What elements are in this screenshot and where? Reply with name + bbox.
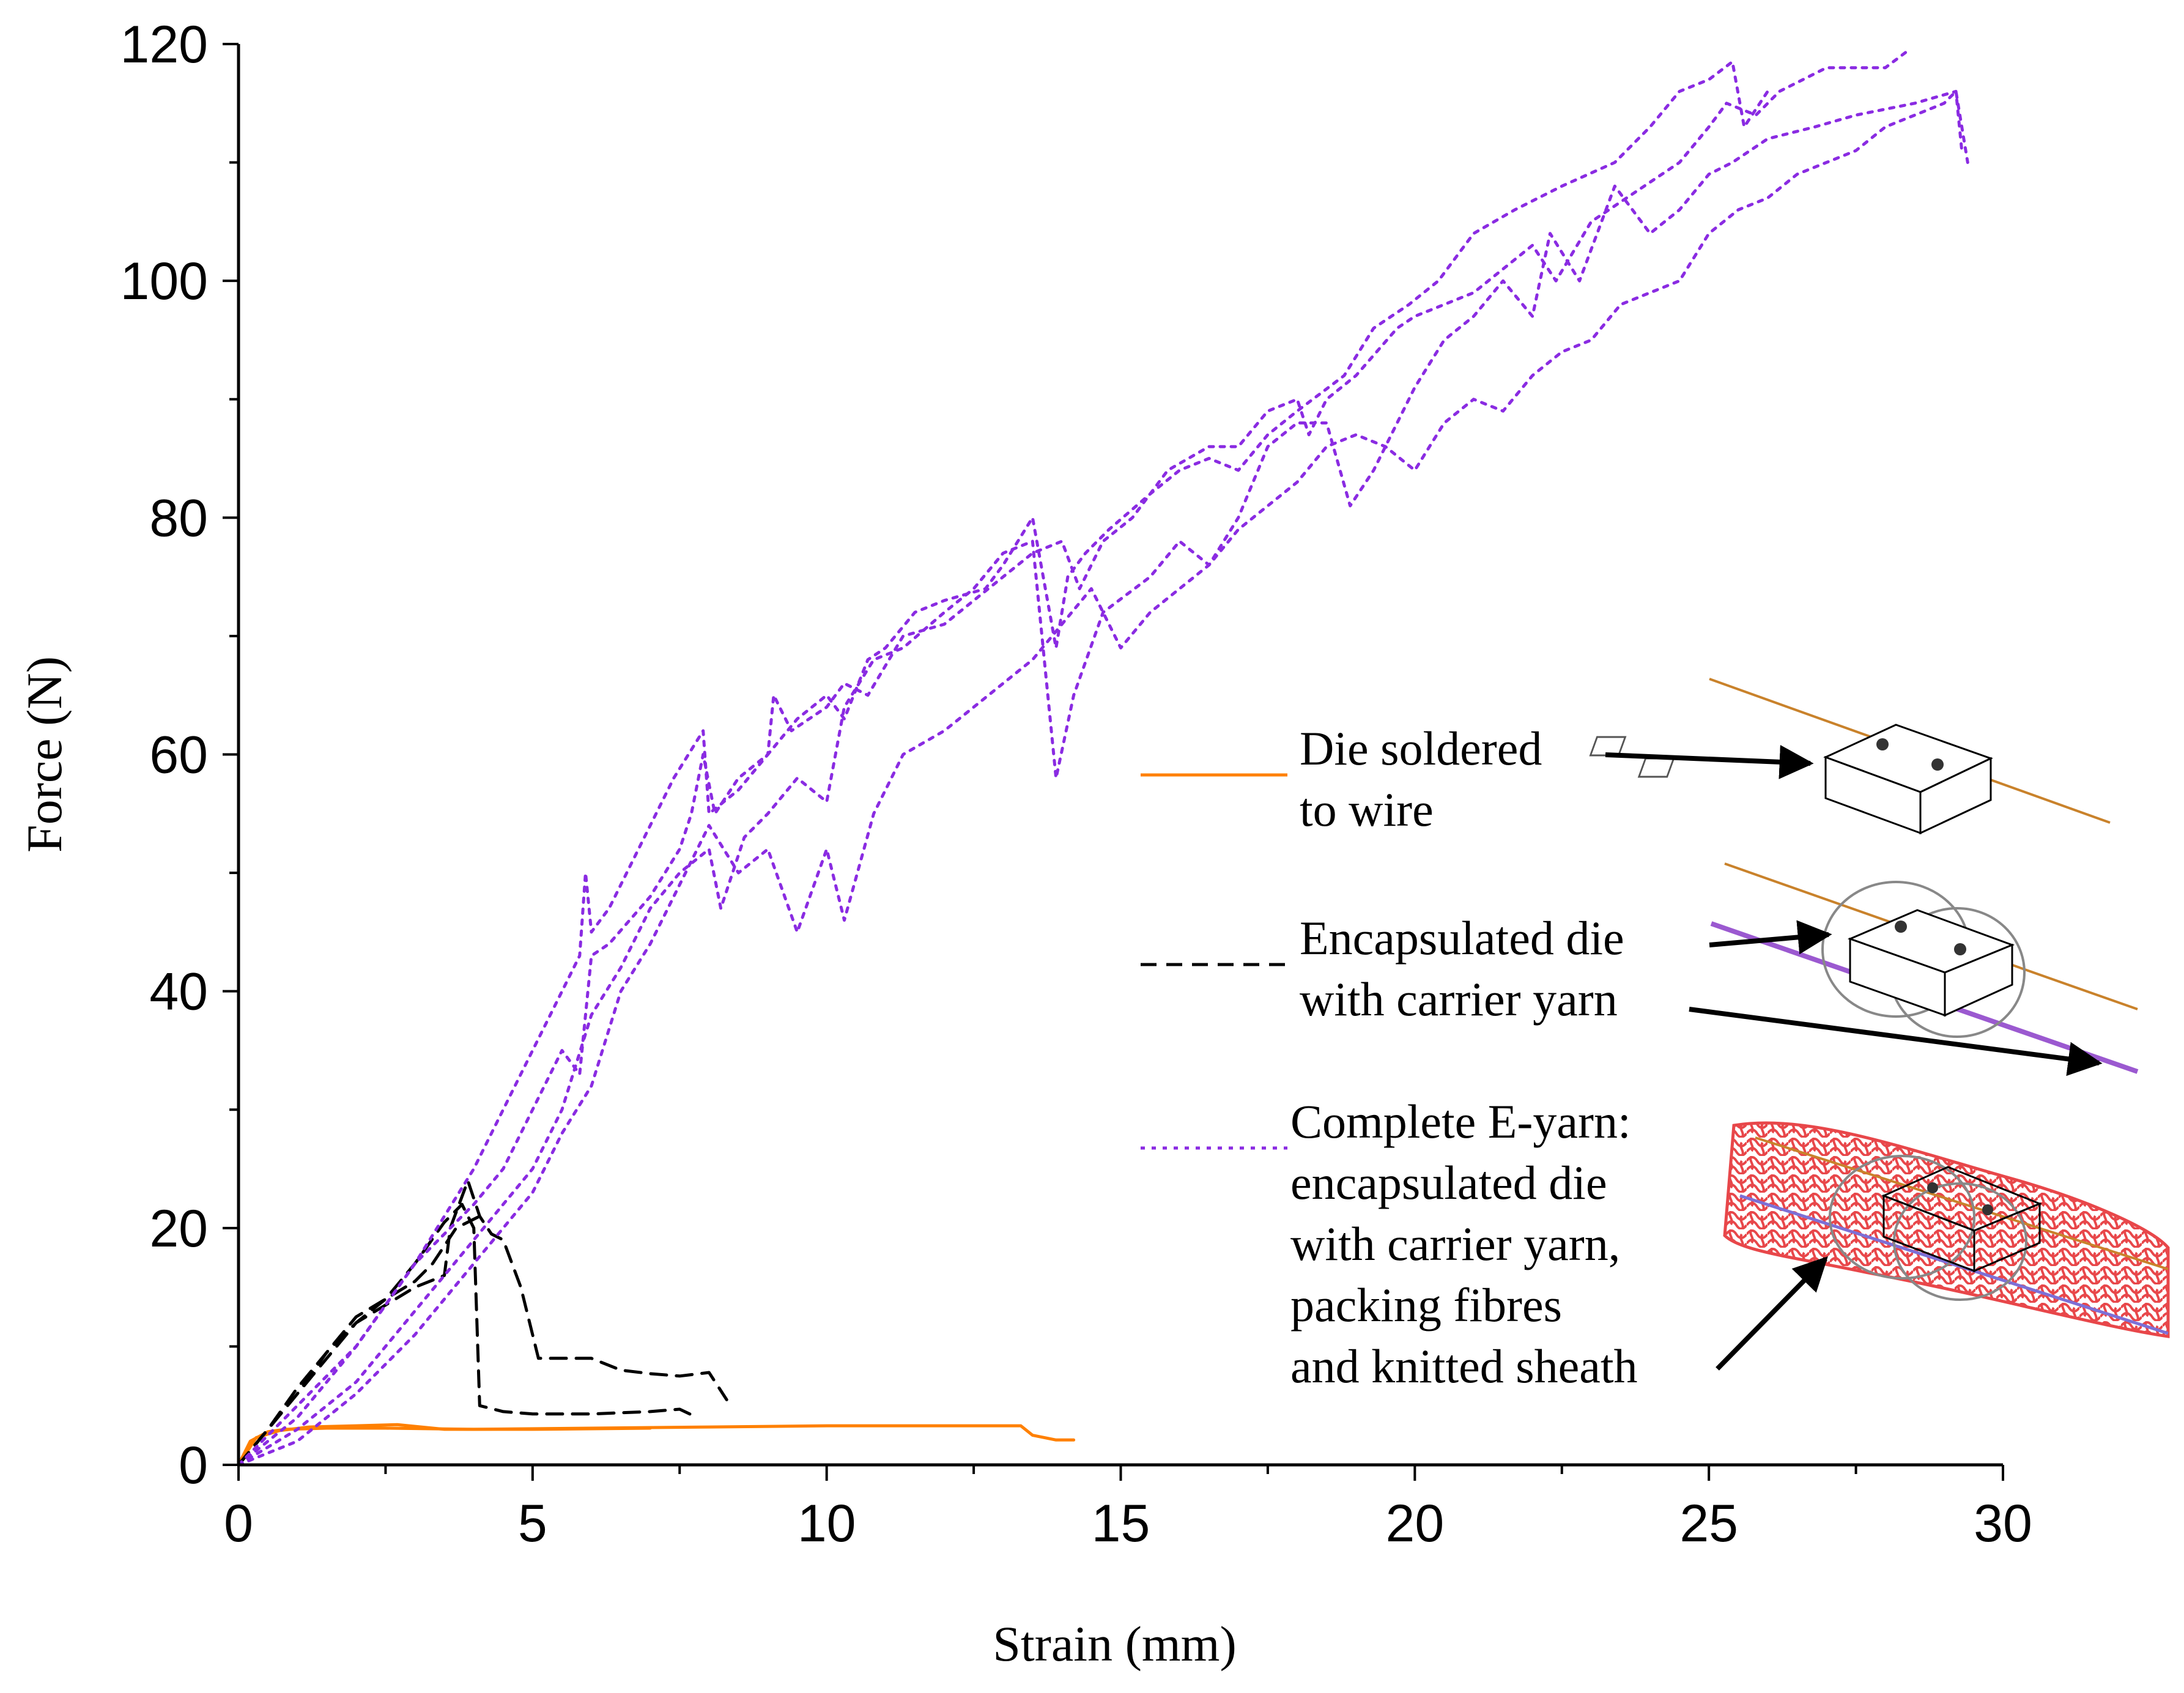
series-1-curve-1 — [237, 1179, 728, 1467]
legend-label-e-yarn-2: encapsulated die — [1290, 1156, 1607, 1209]
legend-entry-encapsulated-die: Encapsulated die with carrier yarn — [1141, 911, 1624, 1026]
legend: Die soldered to wire Encapsulated die wi… — [1141, 722, 1638, 1393]
y-tick-label: 80 — [149, 489, 208, 547]
data-series — [237, 48, 1969, 1467]
legend-entry-complete-e-yarn: Complete E-yarn: encapsulated die with c… — [1141, 1095, 1638, 1393]
legend-entry-die-soldered: Die soldered to wire — [1141, 722, 1542, 836]
axes: 0 5 10 15 20 25 30 0 20 40 60 80 100 120 Strain (mm) Fo… — [17, 15, 2032, 1672]
legend-label-e-yarn-4: packing fibres — [1290, 1278, 1562, 1332]
solder-joint-icon — [1982, 1204, 1993, 1215]
arrow-to-carrier-yarn — [1689, 1007, 2103, 1076]
knitted-sheath — [1723, 1121, 2170, 1338]
arrow-to-e-yarn — [1716, 1256, 1828, 1371]
arrow-to-encapsulated-die — [1709, 920, 1832, 955]
die-side-face — [1919, 757, 1992, 835]
solder-joint-icon — [1931, 758, 1944, 771]
series-2-curve-0 — [237, 48, 1911, 1467]
die-side-face — [1973, 1202, 2041, 1273]
illustration-die-soldered — [1589, 678, 2111, 835]
series-2-curve-2 — [237, 89, 1964, 1467]
x-tick-label: 15 — [1092, 1494, 1150, 1553]
series-0-curve-1 — [237, 1423, 652, 1467]
legend-label-die-soldered-1: Die soldered — [1300, 722, 1542, 775]
y-tick-label: 40 — [149, 963, 208, 1021]
copper-wire — [1755, 1136, 2169, 1270]
series-0-curve-0 — [237, 1424, 1076, 1467]
y-tick-label: 60 — [149, 726, 208, 785]
x-tick-label: 10 — [798, 1494, 856, 1553]
solder-pad-icon — [1637, 757, 1675, 778]
solder-pad-icon — [1589, 736, 1627, 757]
legend-label-encapsulated-die-1: Encapsulated die — [1300, 911, 1624, 965]
y-tick-label: 100 — [120, 252, 209, 311]
x-tick-label: 25 — [1679, 1494, 1738, 1553]
series-2-curve-3 — [237, 89, 1969, 1467]
y-tick-label: 20 — [149, 1199, 208, 1258]
y-tick-label: 0 — [179, 1436, 208, 1495]
x-axis-title: Strain (mm) — [993, 1616, 1237, 1672]
illustration-encapsulated-die — [1710, 862, 2139, 1074]
legend-label-die-soldered-2: to wire — [1300, 783, 1434, 836]
solder-joint-icon — [1876, 738, 1889, 750]
arrow-to-soldered-die — [1605, 744, 1814, 779]
x-tick-label: 30 — [1974, 1494, 2032, 1553]
carrier-yarn — [1739, 1194, 2169, 1335]
solder-joint-icon — [1954, 943, 1966, 955]
x-tick-label: 20 — [1385, 1494, 1444, 1553]
encapsulation-left — [1829, 1155, 1975, 1280]
series-2-curve-1 — [237, 60, 1769, 1467]
legend-label-encapsulated-die-2: with carrier yarn — [1300, 972, 1618, 1026]
series-1-curve-2 — [237, 1215, 481, 1467]
x-tick-label: 0 — [224, 1494, 253, 1553]
illustration-complete-e-yarn — [1723, 1121, 2170, 1338]
die-side-face — [1944, 943, 2013, 1017]
legend-label-e-yarn-5: and knitted sheath — [1290, 1339, 1638, 1393]
solder-joint-icon — [1895, 921, 1907, 933]
legend-label-e-yarn-3: with carrier yarn, — [1290, 1217, 1620, 1270]
x-tick-label: 5 — [518, 1494, 547, 1553]
legend-label-e-yarn-1: Complete E-yarn: — [1290, 1095, 1631, 1148]
y-axis-title: Force (N) — [17, 656, 72, 853]
solder-joint-icon — [1927, 1182, 1938, 1193]
y-tick-label: 120 — [120, 15, 209, 74]
